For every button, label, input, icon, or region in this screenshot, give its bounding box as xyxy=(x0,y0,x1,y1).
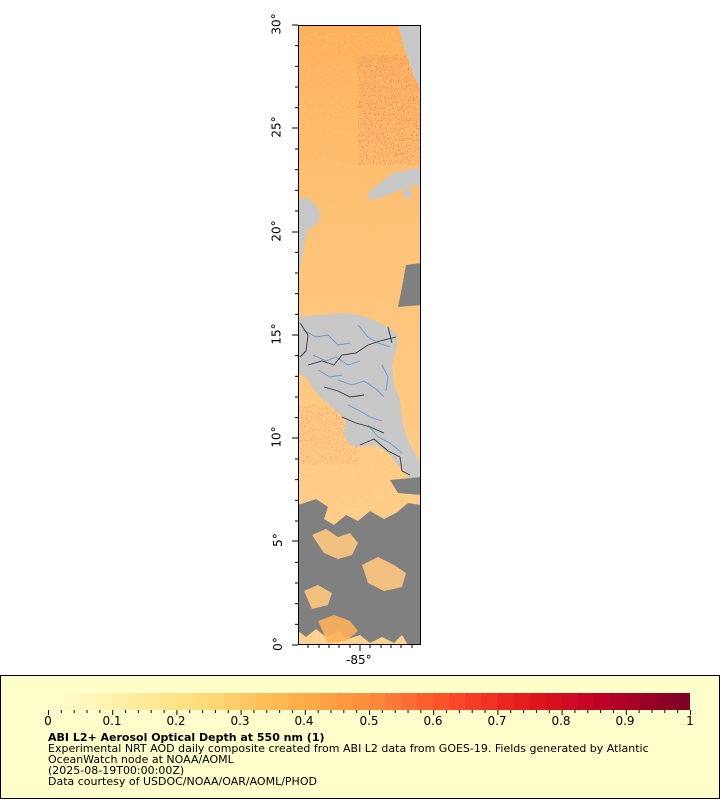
colorbar-cell xyxy=(561,693,579,710)
colorbar-label-0.6: 0.6 xyxy=(423,714,443,728)
colorbar-cell xyxy=(48,693,65,710)
colorbar-label-0.4: 0.4 xyxy=(294,714,314,728)
colorbar-cell xyxy=(449,693,466,710)
colorbar-label-0.3: 0.3 xyxy=(230,714,250,728)
y-minor-ticks xyxy=(295,45,298,625)
legend-text: ABI L2+ Aerosol Optical Depth at 550 nm … xyxy=(48,732,708,787)
aod-patch-south-1 xyxy=(312,529,358,559)
aod-high-texture xyxy=(358,55,421,165)
land-jamaica-region xyxy=(398,263,421,307)
colorbar-cell xyxy=(160,693,177,710)
colorbar-cell xyxy=(481,693,498,710)
colorbar-cell xyxy=(641,693,659,710)
colorbar-cell xyxy=(545,693,563,710)
aod-patch-south-4 xyxy=(318,615,358,643)
aod-patch-south-2 xyxy=(362,557,406,591)
aod-map xyxy=(298,25,421,645)
colorbar-cell xyxy=(64,693,81,710)
colorbar-cell xyxy=(96,693,113,710)
y-tick-label-0: 0° xyxy=(270,637,285,651)
colorbar-cell xyxy=(256,693,274,710)
colorbar-cell xyxy=(625,693,643,710)
y-tick-label-15: 15° xyxy=(269,323,284,345)
y-tick-label-5: 5° xyxy=(270,533,285,547)
colorbar-cell xyxy=(336,693,354,710)
colorbar-label-0.9: 0.9 xyxy=(615,714,635,728)
colorbar-ticks xyxy=(48,710,691,715)
aod-patch-south-3 xyxy=(304,585,332,609)
colorbar-cell xyxy=(288,693,306,710)
land-mexico xyxy=(298,197,320,273)
legend-description-line-2: OceanWatch node at NOAA/AOML xyxy=(48,753,234,766)
colorbar-cell xyxy=(320,693,338,710)
colorbar-cell xyxy=(657,693,675,710)
colorbar-cell xyxy=(80,693,97,710)
colorbar-cell xyxy=(144,693,161,710)
colorbar-cell xyxy=(529,693,547,710)
colorbar-cell xyxy=(128,693,145,710)
colorbar-cell xyxy=(465,693,482,710)
colorbar-label-0.2: 0.2 xyxy=(166,714,186,728)
axes xyxy=(292,24,413,651)
rivers xyxy=(302,324,403,454)
legend-description-line-1: Experimental NRT AOD daily composite cre… xyxy=(48,742,649,755)
colorbar-cell xyxy=(609,693,627,710)
colorbar-cell xyxy=(208,693,226,710)
x-ticks xyxy=(307,645,413,651)
colorbar-label-0.1: 0.1 xyxy=(102,714,122,728)
y-tick-label-25: 25° xyxy=(269,116,284,138)
land-central-america xyxy=(298,313,421,480)
legend-credit: Data courtesy of USDOC/NOAA/OAR/AOML/PHO… xyxy=(48,775,317,788)
colorbar-cell xyxy=(417,693,434,710)
borders xyxy=(299,322,411,476)
colorbar-label-0.5: 0.5 xyxy=(359,714,379,728)
colorbar-cell xyxy=(497,693,515,710)
colorbar-cell xyxy=(352,693,370,710)
colorbar-cell xyxy=(240,693,258,710)
colorbar-cell xyxy=(369,693,386,710)
y-tick-label-10: 10° xyxy=(269,426,284,448)
y-tick-label-20: 20° xyxy=(269,220,284,242)
y-major-ticks xyxy=(292,24,298,646)
colorbar-cell xyxy=(272,693,290,710)
colorbar-cell xyxy=(433,693,450,710)
colorbar-cell xyxy=(192,693,210,710)
colorbar xyxy=(48,693,690,710)
colorbar-cell xyxy=(385,693,402,710)
colorbar-cell xyxy=(401,693,418,710)
y-tick-label-30: 30° xyxy=(269,13,284,35)
colorbar-cell xyxy=(304,693,322,710)
x-tick-label-minus85: -85° xyxy=(346,653,372,667)
land-cuba xyxy=(368,167,421,201)
colorbar-cell xyxy=(593,693,611,710)
colorbar-label-0.7: 0.7 xyxy=(487,714,507,728)
legend-timestamp: (2025-08-19T00:00:00Z) xyxy=(48,764,185,777)
colorbar-cell xyxy=(224,693,242,710)
land-small-island xyxy=(402,187,412,199)
land-east-upper xyxy=(410,53,421,85)
colorbar-label-1: 1 xyxy=(686,714,694,728)
no-data-east-1 xyxy=(390,477,421,495)
legend-panel: 0 0.1 0.2 0.3 0.4 0.5 0.6 0.7 0.8 0.9 1 … xyxy=(0,675,720,799)
colorbar-cell xyxy=(513,693,531,710)
colorbar-label-0.8: 0.8 xyxy=(551,714,571,728)
colorbar-label-0: 0 xyxy=(44,714,52,728)
colorbar-cell xyxy=(577,693,595,710)
colorbar-cell xyxy=(176,693,194,710)
map-svg xyxy=(298,25,421,645)
legend-title: ABI L2+ Aerosol Optical Depth at 550 nm … xyxy=(48,731,325,744)
colorbar-cell xyxy=(112,693,129,710)
colorbar-cell xyxy=(673,693,690,710)
